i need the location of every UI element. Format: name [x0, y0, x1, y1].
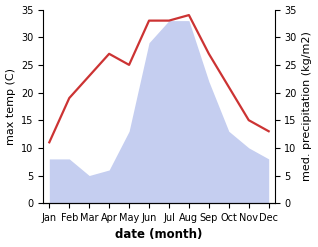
Y-axis label: med. precipitation (kg/m2): med. precipitation (kg/m2): [302, 31, 313, 181]
X-axis label: date (month): date (month): [115, 228, 203, 242]
Y-axis label: max temp (C): max temp (C): [5, 68, 16, 145]
